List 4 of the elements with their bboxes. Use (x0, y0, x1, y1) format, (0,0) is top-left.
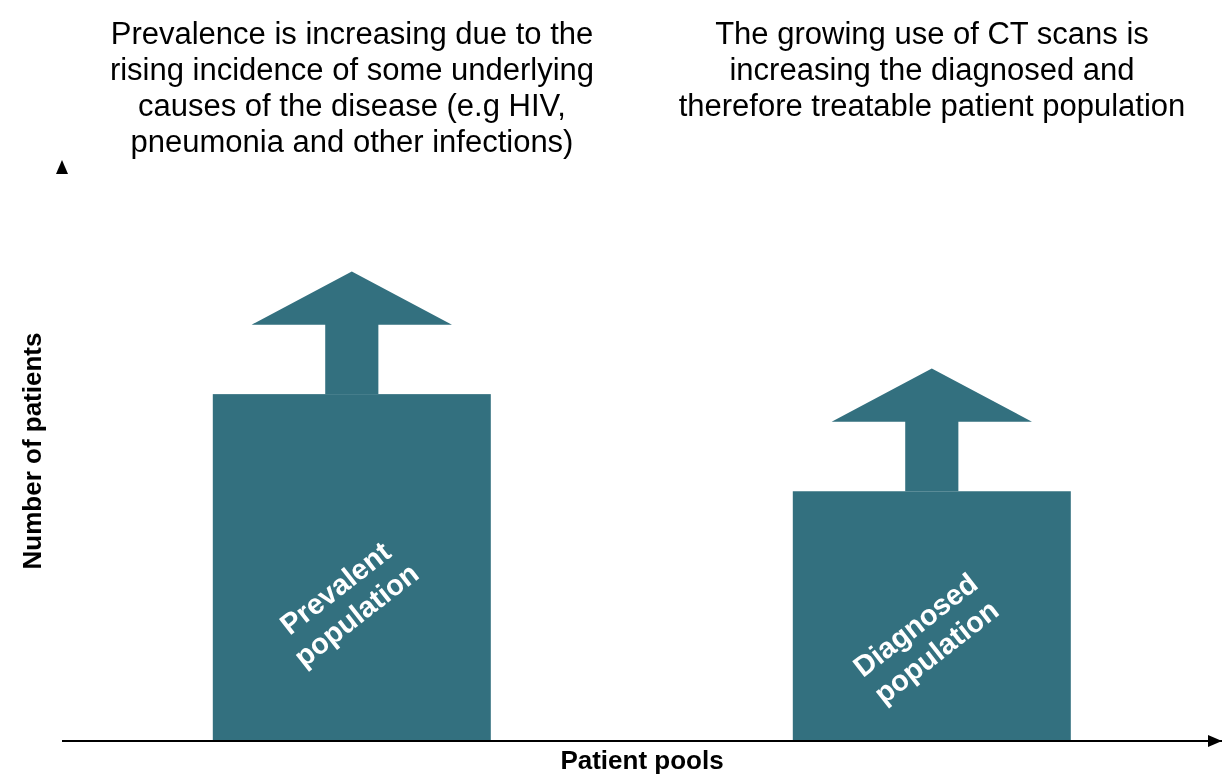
text: The growing use of CT scans is increasing the diagnosed and therefore treatable patient population (677, 16, 1187, 124)
y-axis-title: Number of patients (16, 332, 48, 569)
x-axis-title: Patient pools (559, 745, 725, 776)
text: Prevalence is increasing due to the rising incidence of some underlying causes of the disease (e.g HIV, pneumonia and other infections) (108, 16, 596, 160)
